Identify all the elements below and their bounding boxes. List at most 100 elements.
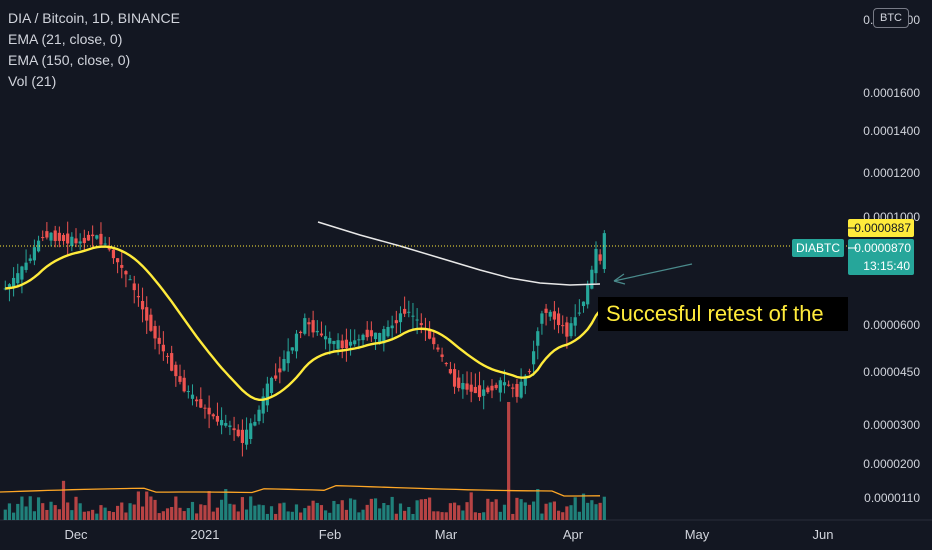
volume-bar — [303, 508, 307, 520]
candle-body — [365, 329, 369, 338]
candle-body — [328, 337, 332, 344]
candle-body — [457, 377, 461, 388]
y-tick-label: 0.0000450 — [863, 365, 920, 379]
volume-bar — [428, 497, 432, 520]
currency-badge[interactable]: BTC — [873, 8, 909, 28]
volume-bar — [24, 506, 28, 520]
legend-title[interactable]: DIA / Bitcoin, 1D, BINANCE — [8, 10, 180, 26]
countdown-label: 13:15:40 — [863, 259, 910, 273]
candle-body — [344, 339, 348, 349]
candle-body — [257, 409, 261, 422]
candle-body — [74, 238, 78, 244]
x-tick-label: Jun — [813, 527, 834, 542]
volume-bar — [307, 505, 311, 520]
volume-bar — [174, 496, 178, 520]
volume-bar — [386, 505, 390, 520]
volume-bar — [20, 496, 24, 520]
volume-bar — [278, 503, 282, 520]
candle-body — [332, 340, 336, 345]
candle-body — [469, 384, 473, 392]
candle-body — [519, 381, 523, 398]
candle-body — [215, 415, 220, 422]
annotation-text[interactable]: Succesful retest of the — [598, 297, 848, 331]
candle-body — [419, 323, 423, 326]
candle-body — [153, 326, 157, 339]
volume-bar — [336, 504, 340, 520]
candle-body — [573, 317, 577, 326]
candle-body — [165, 355, 170, 357]
volume-bar — [149, 496, 153, 520]
candle-body — [348, 341, 353, 346]
candle-body — [602, 233, 606, 270]
y-tick-label: 0.0000600 — [863, 318, 920, 332]
price-line-label-bg — [848, 219, 914, 237]
volume-bar — [490, 501, 494, 520]
legend-ema21[interactable]: EMA (21, close, 0) — [8, 31, 123, 47]
candle-body — [336, 340, 340, 349]
volume-bar — [249, 496, 253, 520]
volume-bar — [16, 503, 20, 520]
candle-body — [511, 387, 515, 389]
candle-body — [274, 375, 278, 379]
candle-body — [12, 277, 16, 287]
y-tick-label: 0.0000200 — [863, 457, 920, 471]
volume-bar — [332, 500, 336, 520]
candle-body — [261, 396, 265, 414]
volume-bar — [91, 509, 95, 520]
volume-bar — [45, 509, 49, 520]
candle-body — [444, 363, 448, 365]
candle-body — [3, 288, 7, 290]
candle-body — [515, 384, 519, 397]
candle-body — [290, 347, 294, 351]
candle-body — [269, 377, 274, 394]
volume-bar — [324, 510, 328, 520]
volume-bar — [311, 500, 315, 520]
volume-bar — [540, 513, 544, 520]
volume-bar — [244, 509, 249, 520]
candle-body — [132, 283, 136, 291]
candle-body — [28, 258, 32, 261]
volume-bar — [507, 402, 511, 520]
candle-body — [199, 399, 203, 408]
candle-body — [544, 308, 548, 313]
volume-bar — [344, 509, 348, 520]
volume-bar — [136, 491, 140, 520]
volume-bar — [290, 511, 294, 520]
legend-volume[interactable]: Vol (21) — [8, 73, 57, 89]
candle-body — [556, 313, 561, 326]
volume-bar — [257, 504, 261, 520]
candle-body — [382, 329, 386, 344]
candle-body — [265, 383, 269, 406]
volume-bar — [286, 511, 290, 520]
candle-body — [536, 331, 540, 346]
volume-bar — [440, 512, 444, 520]
candle-body — [207, 407, 211, 415]
volume-bar — [57, 509, 61, 520]
volume-bar — [415, 500, 419, 520]
volume-bar — [569, 505, 573, 520]
volume-bar — [461, 510, 465, 520]
volume-bar — [107, 511, 111, 520]
volume-bar — [469, 492, 473, 520]
candle-body — [45, 231, 49, 238]
volume-bar — [140, 506, 145, 520]
volume-bar — [240, 497, 244, 520]
volume-bar — [182, 511, 186, 520]
candle-body — [394, 320, 398, 324]
symbol-label: DIABTC — [796, 241, 840, 255]
volume-bar — [378, 508, 382, 520]
candle-body — [552, 311, 556, 320]
volume-bar — [423, 498, 428, 520]
volume-bar — [390, 496, 394, 520]
candle-body — [369, 330, 373, 337]
candle-body — [111, 249, 116, 259]
volume-bar — [86, 511, 91, 520]
volume-bar — [12, 512, 16, 520]
candle-body — [57, 232, 61, 241]
volume-bar — [394, 513, 398, 520]
legend-ema150[interactable]: EMA (150, close, 0) — [8, 52, 131, 68]
candle-body — [361, 334, 365, 341]
x-tick-label: Mar — [435, 527, 458, 542]
